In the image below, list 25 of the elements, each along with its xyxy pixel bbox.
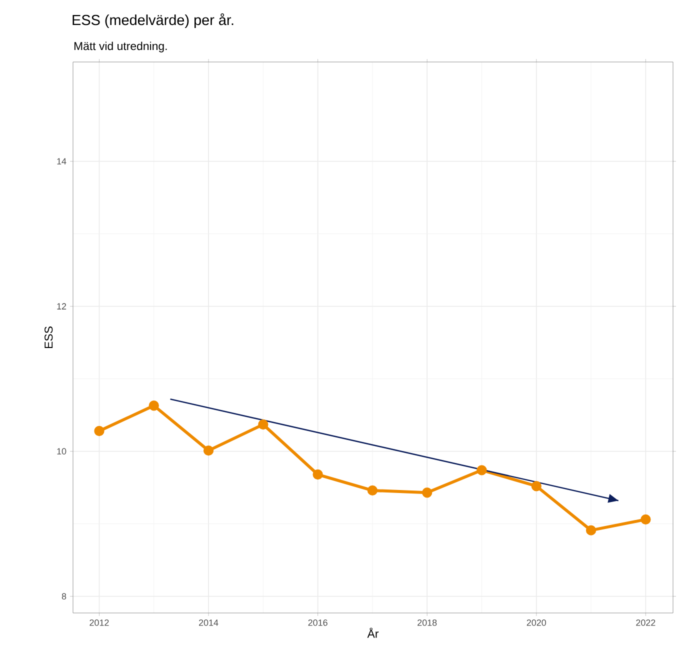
y-tick-label: 14 <box>57 158 66 164</box>
y-tick-label: 8 <box>62 593 66 600</box>
point <box>203 446 214 456</box>
point <box>476 465 487 476</box>
y-tick-label: 10 <box>57 448 66 454</box>
x-tick-label: 2014 <box>199 619 218 626</box>
chart-subtitle: Mätt vid utredning. <box>74 42 167 52</box>
point <box>312 469 323 480</box>
x-axis-title: År <box>367 628 379 638</box>
x-tick-label: 2022 <box>636 619 656 626</box>
x-tick-label: 2012 <box>90 619 109 626</box>
x-tick-label: 2016 <box>308 619 328 626</box>
point <box>148 400 159 411</box>
point <box>422 488 432 498</box>
point <box>640 514 651 525</box>
point <box>531 481 542 492</box>
point <box>258 419 268 430</box>
y-tick-label: 12 <box>57 303 66 310</box>
point <box>586 525 596 536</box>
y-axis-title: ESS <box>44 326 53 348</box>
x-tick-label: 2018 <box>418 619 437 626</box>
chart-title: ESS (medelvärde) per år. <box>72 13 234 28</box>
x-tick-label: 2020 <box>526 619 546 626</box>
point <box>367 485 378 496</box>
point <box>94 426 104 436</box>
